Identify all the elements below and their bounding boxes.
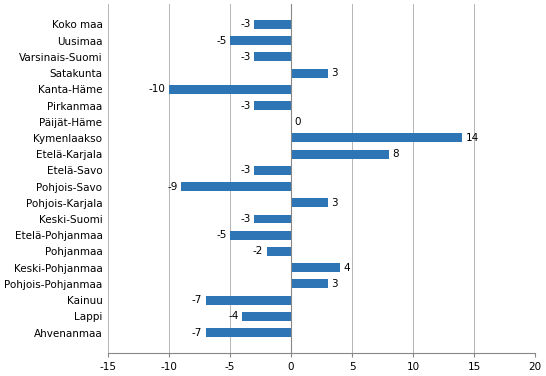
Bar bbox=[291, 133, 462, 143]
Text: -3: -3 bbox=[240, 20, 251, 29]
Text: -3: -3 bbox=[240, 52, 251, 62]
Text: -3: -3 bbox=[240, 165, 251, 175]
Bar bbox=[169, 85, 291, 94]
Text: -7: -7 bbox=[192, 295, 202, 305]
Text: 4: 4 bbox=[343, 263, 350, 273]
Bar bbox=[291, 199, 328, 207]
Bar bbox=[242, 312, 291, 321]
Bar bbox=[291, 69, 328, 77]
Text: -5: -5 bbox=[216, 36, 227, 46]
Bar bbox=[206, 296, 291, 305]
Text: -9: -9 bbox=[167, 182, 177, 192]
Bar bbox=[266, 247, 291, 256]
Bar bbox=[230, 231, 291, 240]
Text: -4: -4 bbox=[228, 311, 239, 321]
Text: -2: -2 bbox=[253, 246, 263, 256]
Bar bbox=[254, 215, 291, 223]
Bar bbox=[254, 166, 291, 175]
Bar bbox=[254, 20, 291, 29]
Text: -5: -5 bbox=[216, 230, 227, 240]
Text: -3: -3 bbox=[240, 100, 251, 111]
Text: -7: -7 bbox=[192, 327, 202, 338]
Bar bbox=[206, 328, 291, 337]
Text: 14: 14 bbox=[466, 133, 479, 143]
Text: -3: -3 bbox=[240, 214, 251, 224]
Bar bbox=[254, 52, 291, 61]
Text: 8: 8 bbox=[393, 149, 399, 159]
Text: -10: -10 bbox=[149, 84, 165, 94]
Text: 3: 3 bbox=[331, 279, 338, 289]
Text: 3: 3 bbox=[331, 68, 338, 78]
Bar bbox=[230, 36, 291, 45]
Bar bbox=[291, 150, 389, 159]
Bar bbox=[254, 101, 291, 110]
Text: 3: 3 bbox=[331, 198, 338, 208]
Text: 0: 0 bbox=[295, 117, 301, 127]
Bar bbox=[291, 263, 340, 272]
Bar bbox=[291, 279, 328, 288]
Bar bbox=[181, 182, 291, 191]
